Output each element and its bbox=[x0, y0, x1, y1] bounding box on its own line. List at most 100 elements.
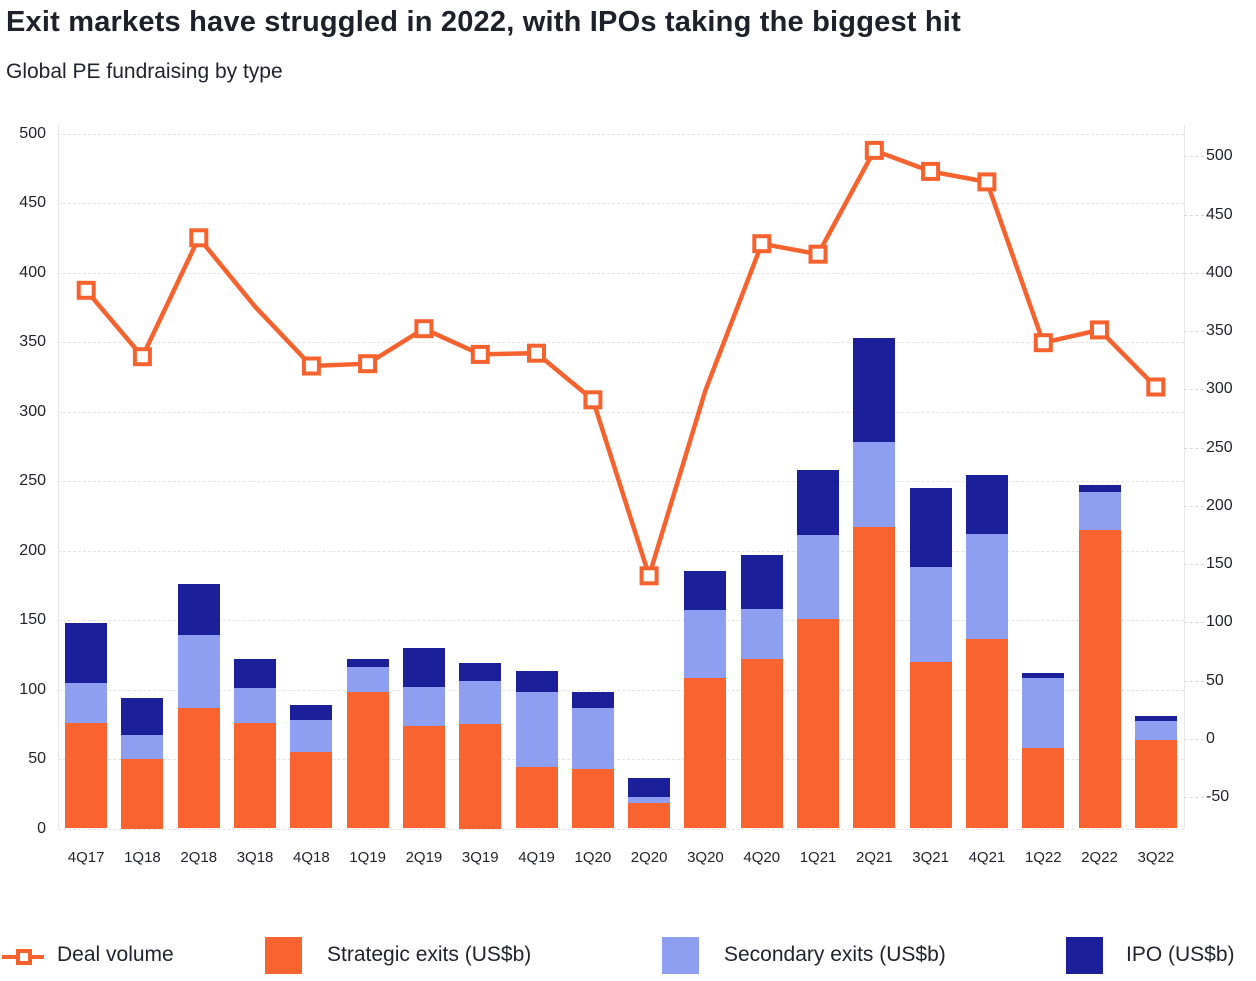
bar-ipo-2Q19 bbox=[402, 647, 445, 687]
x-axis-label-1Q18: 1Q18 bbox=[124, 849, 161, 866]
right-axis-tick bbox=[1184, 447, 1204, 449]
bar-ipo-4Q18 bbox=[290, 704, 333, 721]
bar-strategic-exits-1Q18 bbox=[121, 759, 164, 829]
left-axis-label: 500 bbox=[19, 124, 46, 142]
x-axis-label-4Q18: 4Q18 bbox=[292, 849, 330, 866]
bar-strategic-exits-3Q18 bbox=[234, 722, 277, 829]
deal-volume-marker-4Q21 bbox=[977, 172, 997, 192]
legend-label-strategic-exits: Strategic exits (US$b) bbox=[327, 943, 532, 966]
bar-strategic-exits-3Q21 bbox=[909, 661, 952, 829]
bar-secondary-exits-3Q20 bbox=[684, 610, 727, 679]
strategic-exits-swatch-icon bbox=[265, 937, 302, 974]
bar-strategic-exits-4Q21 bbox=[965, 639, 1008, 829]
bar-ipo-3Q20 bbox=[684, 571, 727, 611]
left-axis-label: 50 bbox=[28, 750, 46, 767]
bar-strategic-exits-1Q21 bbox=[797, 618, 840, 829]
x-axis-label-1Q21: 1Q21 bbox=[799, 849, 837, 866]
legend-item-deal-volume: Deal volume bbox=[0, 932, 250, 981]
plot-left-border bbox=[58, 125, 59, 829]
bar-ipo-4Q17 bbox=[65, 622, 108, 683]
bar-strategic-exits-4Q19 bbox=[515, 767, 558, 829]
right-axis-tick bbox=[1184, 680, 1204, 682]
right-axis-label: 400 bbox=[1206, 263, 1233, 281]
x-axis-label-1Q20: 1Q20 bbox=[574, 849, 612, 866]
legend-label-ipo: IPO (US$b) bbox=[1126, 943, 1235, 966]
legend-label-secondary-exits: Secondary exits (US$b) bbox=[724, 943, 946, 966]
bar-secondary-exits-2Q20 bbox=[628, 796, 671, 804]
gridline bbox=[58, 620, 1184, 621]
right-axis-label: 150 bbox=[1206, 555, 1233, 573]
right-axis-label: 250 bbox=[1206, 438, 1233, 456]
x-axis-label-2Q20: 2Q20 bbox=[630, 849, 668, 866]
x-axis-label-4Q21: 4Q21 bbox=[968, 849, 1006, 866]
right-axis-label: 0 bbox=[1206, 730, 1215, 747]
bar-secondary-exits-1Q19 bbox=[346, 667, 389, 693]
bar-secondary-exits-1Q18 bbox=[121, 735, 164, 759]
left-axis-label: 0 bbox=[37, 819, 46, 837]
right-axis-label: 50 bbox=[1206, 671, 1224, 689]
deal-volume-marker-1Q18 bbox=[132, 347, 152, 367]
legend-item-strategic-exits: Strategic exits (US$b) bbox=[265, 932, 605, 981]
legend-item-ipo: IPO (US$b) bbox=[1066, 932, 1256, 981]
gridline bbox=[58, 689, 1184, 691]
bar-strategic-exits-1Q19 bbox=[346, 692, 389, 829]
bar-ipo-1Q19 bbox=[346, 658, 389, 668]
gridline bbox=[58, 411, 1184, 413]
bar-strategic-exits-2Q20 bbox=[628, 803, 671, 829]
gridline bbox=[58, 550, 1184, 552]
left-axis-label: 300 bbox=[19, 402, 46, 420]
bar-strategic-exits-2Q22 bbox=[1078, 529, 1121, 829]
deal-volume-marker-2Q19 bbox=[414, 319, 434, 339]
x-axis-label-4Q19: 4Q19 bbox=[518, 849, 555, 866]
bar-secondary-exits-4Q20 bbox=[740, 608, 783, 659]
x-axis-label-4Q17: 4Q17 bbox=[67, 849, 105, 866]
bar-ipo-2Q20 bbox=[628, 778, 671, 797]
gridline bbox=[58, 759, 1184, 760]
bar-ipo-1Q22 bbox=[1022, 672, 1065, 679]
bar-secondary-exits-4Q18 bbox=[290, 720, 333, 753]
x-axis-label-3Q20: 3Q20 bbox=[687, 849, 724, 866]
deal-volume-line-swatch-icon bbox=[2, 932, 44, 981]
gridline bbox=[58, 342, 1184, 343]
bar-secondary-exits-3Q21 bbox=[909, 567, 952, 662]
x-axis-label-3Q19: 3Q19 bbox=[461, 849, 499, 866]
bar-secondary-exits-4Q21 bbox=[965, 533, 1008, 640]
bar-strategic-exits-4Q18 bbox=[290, 752, 333, 829]
legend-item-secondary-exits: Secondary exits (US$b) bbox=[662, 932, 1022, 981]
bar-strategic-exits-1Q20 bbox=[571, 768, 614, 829]
deal-volume-marker-3Q19 bbox=[470, 344, 490, 364]
bar-ipo-3Q18 bbox=[234, 658, 277, 689]
bar-strategic-exits-2Q18 bbox=[177, 707, 220, 829]
bar-secondary-exits-1Q21 bbox=[797, 535, 840, 619]
deal-volume-marker-2Q18 bbox=[189, 228, 209, 248]
bar-secondary-exits-2Q22 bbox=[1078, 492, 1121, 530]
bar-ipo-3Q22 bbox=[1134, 715, 1177, 722]
bar-strategic-exits-2Q21 bbox=[853, 526, 896, 829]
bar-strategic-exits-3Q20 bbox=[684, 678, 727, 829]
bar-ipo-2Q18 bbox=[177, 583, 220, 636]
bar-secondary-exits-2Q19 bbox=[402, 686, 445, 726]
plot-right-border bbox=[1184, 125, 1185, 829]
chart-subtitle: Global PE fundraising by type bbox=[6, 60, 283, 83]
x-axis-label-4Q20: 4Q20 bbox=[743, 849, 781, 866]
secondary-exits-swatch-icon bbox=[662, 937, 699, 974]
deal-volume-marker-3Q22 bbox=[1146, 377, 1166, 397]
legend: Deal volume Strategic exits (US$b) Secon… bbox=[0, 932, 1256, 981]
bar-secondary-exits-3Q19 bbox=[459, 681, 502, 725]
left-axis-label: 150 bbox=[19, 611, 46, 628]
right-axis-tick bbox=[1184, 156, 1204, 158]
bar-secondary-exits-4Q17 bbox=[65, 682, 108, 723]
x-axis-label-3Q21: 3Q21 bbox=[912, 849, 949, 866]
bar-secondary-exits-3Q18 bbox=[234, 688, 277, 723]
bar-ipo-2Q22 bbox=[1078, 485, 1121, 493]
bar-secondary-exits-2Q21 bbox=[853, 442, 896, 527]
bar-ipo-1Q21 bbox=[797, 469, 840, 536]
chart-title: Exit markets have struggled in 2022, wit… bbox=[6, 6, 961, 38]
deal-volume-marker-1Q19 bbox=[358, 354, 378, 374]
bar-strategic-exits-2Q19 bbox=[402, 725, 445, 829]
ipo-swatch-icon bbox=[1066, 937, 1103, 974]
right-axis-label: 350 bbox=[1206, 322, 1233, 340]
left-axis-label: 450 bbox=[19, 194, 46, 211]
gridline bbox=[58, 272, 1184, 274]
